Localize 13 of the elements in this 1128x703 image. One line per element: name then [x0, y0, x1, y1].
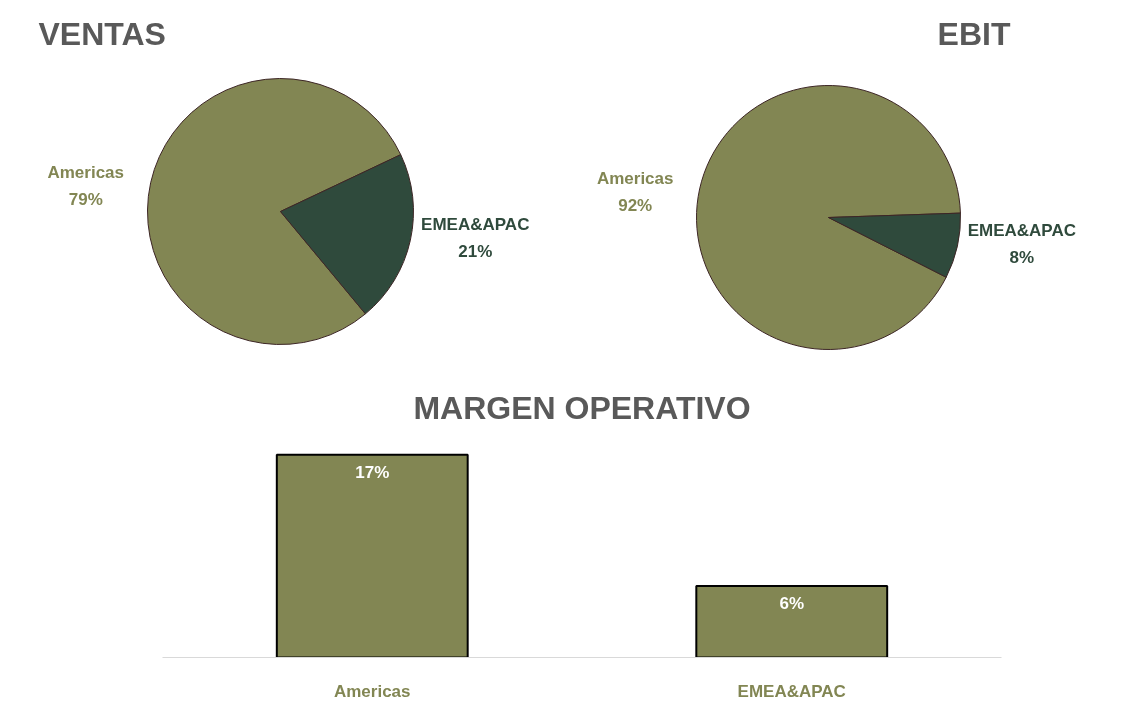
slice-label: Americas [47, 163, 125, 183]
slice-label: EMEA&APAC [967, 220, 1076, 240]
data-label: 6% [779, 593, 805, 613]
slice-label: EMEA&APAC [421, 214, 530, 234]
data-label: 92% [618, 196, 653, 216]
data-label: 21% [458, 241, 493, 261]
chart-title: MARGEN OPERATIVO [413, 389, 751, 426]
data-label: 8% [1009, 247, 1035, 267]
chart-title: VENTAS [38, 15, 166, 52]
data-label: 79% [68, 190, 103, 210]
data-label: 17% [355, 462, 390, 482]
slice-label: Americas [596, 169, 674, 189]
chart-title: EBIT [937, 15, 1011, 52]
